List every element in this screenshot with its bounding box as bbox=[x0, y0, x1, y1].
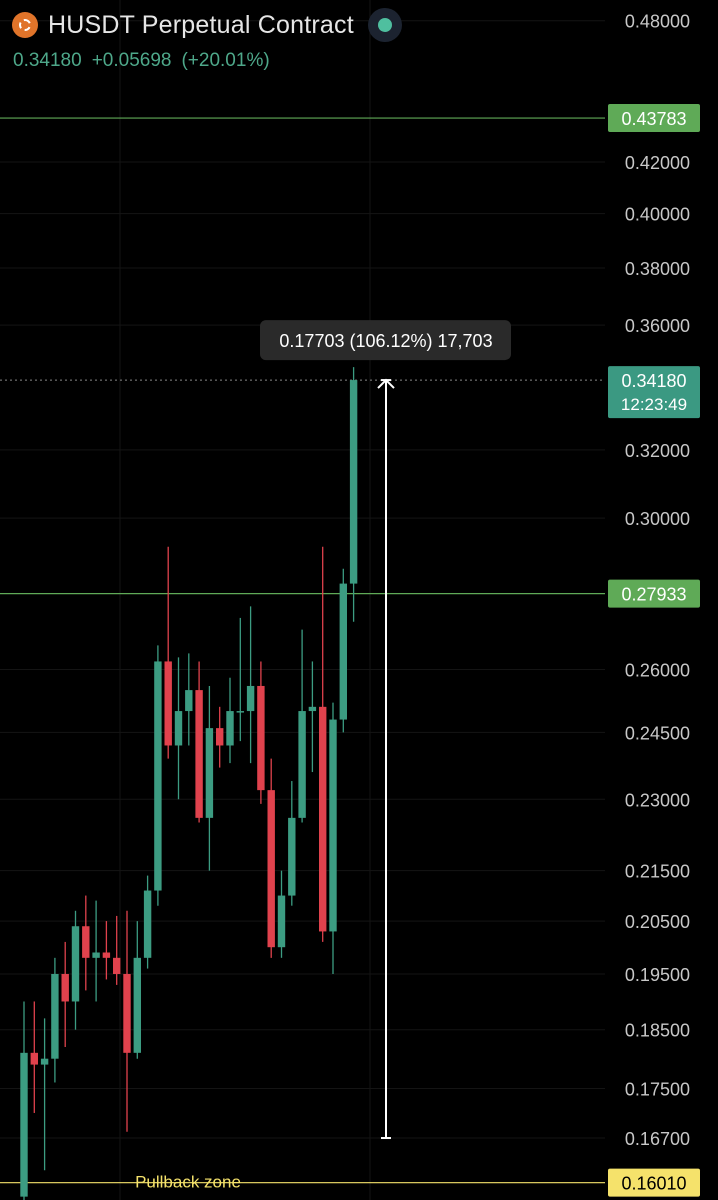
candle-body bbox=[329, 719, 337, 932]
y-tick-label: 0.42000 bbox=[625, 153, 690, 173]
y-tick-label: 0.48000 bbox=[625, 12, 690, 32]
price-level-tag bbox=[608, 1168, 700, 1197]
price-change-pct: (+20.01%) bbox=[181, 50, 270, 71]
candle-body bbox=[339, 583, 347, 720]
y-tick-label: 0.23000 bbox=[625, 790, 690, 810]
measure-tooltip-label: 0.17703 (106.12%) 17,703 bbox=[279, 331, 492, 351]
last-price: 0.34180 bbox=[13, 50, 82, 71]
candle-body bbox=[143, 890, 152, 958]
chart-header: HUSDT Perpetual Contract bbox=[12, 8, 402, 42]
candle-body bbox=[267, 790, 275, 948]
candle-body bbox=[113, 957, 121, 974]
candle-body bbox=[20, 1052, 28, 1197]
price-level-label: 0.43783 bbox=[621, 109, 686, 129]
last-price-tag bbox=[608, 366, 700, 419]
y-tick-label: 0.16700 bbox=[625, 1129, 690, 1149]
y-tick-label: 0.26000 bbox=[625, 661, 690, 681]
pullback-zone-label: Pullback zone bbox=[135, 1173, 241, 1192]
candle-body bbox=[319, 706, 327, 932]
candle-body bbox=[257, 685, 265, 791]
price-level-tag bbox=[608, 579, 700, 608]
candle-body bbox=[71, 926, 80, 1002]
y-tick-label: 0.30000 bbox=[625, 509, 690, 529]
candle-body bbox=[195, 690, 203, 818]
candle-body bbox=[288, 817, 296, 896]
price-quote: 0.34180 +0.05698 (+20.01%) bbox=[13, 50, 280, 72]
y-tick-label: 0.36000 bbox=[625, 316, 690, 336]
candle-body bbox=[133, 957, 141, 1053]
candle-body bbox=[102, 952, 111, 958]
candle-body bbox=[277, 895, 286, 948]
candle-body bbox=[349, 380, 358, 584]
candle-body bbox=[174, 711, 183, 746]
price-change: +0.05698 bbox=[91, 50, 172, 71]
candle-body bbox=[61, 973, 69, 1002]
candle-body bbox=[154, 661, 162, 891]
candle-body bbox=[246, 685, 255, 712]
candle-body bbox=[123, 973, 131, 1053]
y-tick-label: 0.18500 bbox=[625, 1021, 690, 1041]
candle-body bbox=[40, 1058, 49, 1065]
price-level-tag bbox=[608, 104, 700, 133]
countdown-label: 12:23:49 bbox=[621, 395, 687, 414]
candle-body bbox=[92, 952, 100, 958]
y-tick-label: 0.32000 bbox=[625, 441, 690, 461]
y-tick-label: 0.40000 bbox=[625, 205, 690, 225]
candle-body bbox=[185, 690, 193, 712]
last-price-label: 0.34180 bbox=[621, 371, 686, 391]
y-tick-label: 0.21500 bbox=[625, 862, 690, 882]
candle-body bbox=[298, 711, 306, 818]
y-tick-label: 0.24500 bbox=[625, 723, 690, 743]
candle-body bbox=[30, 1052, 38, 1065]
price-level-label: 0.27933 bbox=[621, 585, 686, 605]
candle-body bbox=[308, 706, 317, 712]
candle-body bbox=[216, 728, 224, 746]
candle-body bbox=[51, 973, 59, 1059]
measure-arrow-icon bbox=[377, 378, 395, 389]
candle-body bbox=[164, 661, 172, 746]
y-tick-label: 0.17500 bbox=[625, 1080, 690, 1100]
price-level-label: 0.16010 bbox=[621, 1174, 686, 1194]
candle-body bbox=[205, 728, 214, 818]
live-status-icon[interactable] bbox=[367, 8, 402, 42]
coin-logo-icon bbox=[12, 12, 38, 38]
candle-body bbox=[82, 926, 90, 958]
y-tick-label: 0.20500 bbox=[625, 912, 690, 932]
candle-body bbox=[226, 711, 234, 746]
measure-tooltip bbox=[260, 320, 511, 361]
candle-body bbox=[236, 711, 244, 713]
y-tick-label: 0.38000 bbox=[625, 259, 690, 279]
contract-title: HUSDT Perpetual Contract bbox=[48, 10, 354, 39]
y-tick-label: 0.19500 bbox=[625, 965, 690, 985]
